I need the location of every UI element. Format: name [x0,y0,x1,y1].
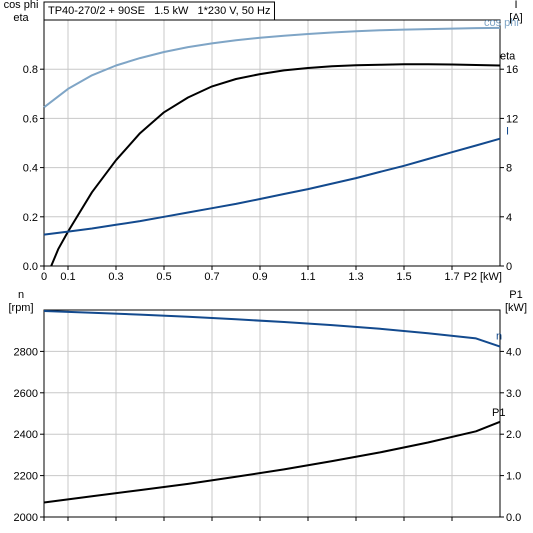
left-axis-tick-label: 2400 [14,429,38,441]
x-axis-label: P2 [kW] [463,271,502,283]
x-axis-tick-label: 0 [41,271,47,283]
upper-panel: 0.0 0.2 0.4 0.6 0.8 0 4 8 12 16 0 0.1 0.3 0.5 0.7 0.9 1.… [4,0,523,283]
right-axis-tick-label: 16 [506,64,518,76]
x-axis-tick-label: 0.7 [204,271,219,283]
x-axis-tick-label: 1.7 [444,271,459,283]
left-axis-tick-label: 0.4 [23,163,38,175]
right-axis-label: P1 [509,289,522,301]
left-axis-tick-label: 0.2 [23,212,38,224]
right-axis-label: I [514,0,517,11]
x-axis-tick-label: 1.5 [396,271,411,283]
left-axis-unit: [rpm] [8,302,33,314]
right-axis-tick-label: 4.0 [506,346,521,358]
series-label-n: n [496,331,502,343]
series-line-p1 [43,420,501,504]
left-axis-tick-label: 2000 [14,512,38,524]
right-axis-tick-label: 8 [506,163,512,175]
plot-frame [43,19,501,267]
left-axis-unit: eta [13,12,29,24]
right-axis-tick-label: 0 [506,261,512,273]
x-axis-tick-label: 0.9 [252,271,267,283]
series-line-cos-phi [43,26,501,109]
lower-panel: 200022002400260028000.01.02.03.04.0n[rpm… [8,289,527,524]
left-axis-tick-label: 2600 [14,388,38,400]
series-line-n [43,310,501,348]
series-label-p1: P1 [492,407,505,419]
right-axis-tick-label: 2.0 [506,429,521,441]
x-axis-tick-label: 0.3 [108,271,123,283]
x-axis-tick-label: 0.5 [156,271,171,283]
series-label-i: I [506,126,509,138]
series-line-i [43,137,501,236]
series-label-cos-phi: cos phi [484,17,519,29]
right-axis-tick-label: 1.0 [506,471,521,483]
right-axis-tick-label: 3.0 [506,388,521,400]
series-line-eta [50,63,501,267]
left-axis-label: n [18,289,24,301]
plot-frame [43,309,501,518]
right-axis-tick-label: 12 [506,113,518,125]
right-axis-tick-label: 0.0 [506,512,521,524]
series-label-eta: eta [500,51,516,63]
left-axis-tick-label: 2800 [14,346,38,358]
x-axis-tick-label: 1.1 [300,271,315,283]
chart-title: TP40-270/2 + 90SE 1.5 kW 1*230 V, 50 Hz [48,5,270,17]
right-axis-tick-label: 4 [506,212,512,224]
right-axis-unit: [A] [509,12,522,24]
title-box [43,1,275,21]
x-axis-tick-label: 1.3 [348,271,363,283]
left-axis-tick-label: 0.6 [23,113,38,125]
left-axis-tick-label: 0.8 [23,64,38,76]
right-axis-unit: [kW] [505,302,527,314]
left-axis-label: cos phi [4,0,39,11]
x-axis-tick-label: 0.1 [60,271,75,283]
left-axis-tick-label: 0.0 [23,261,38,273]
left-axis-tick-label: 2200 [14,471,38,483]
